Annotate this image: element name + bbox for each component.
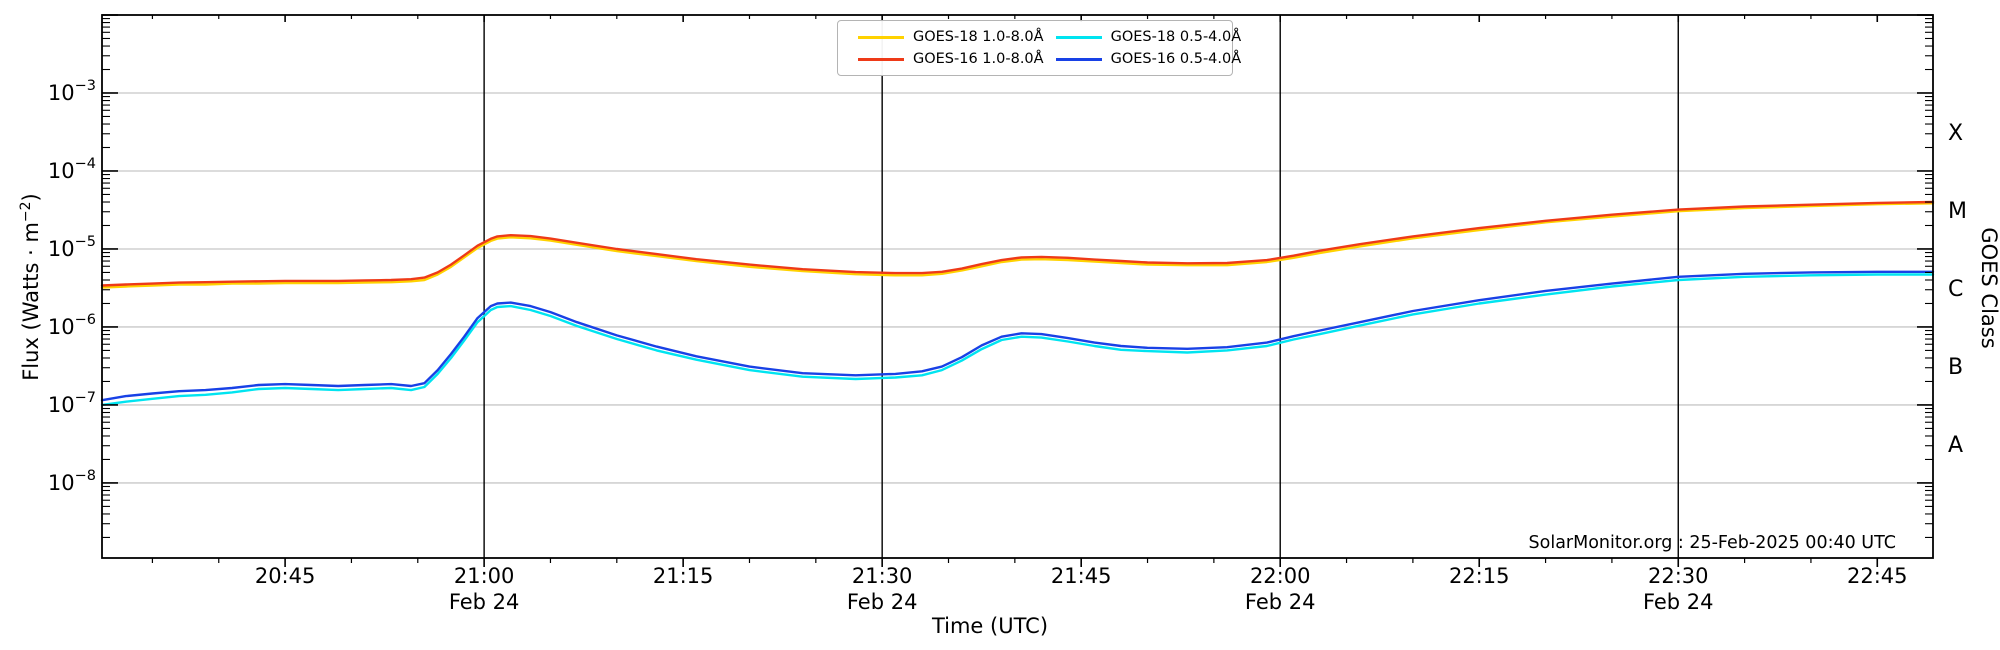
right-axis-title: GOES Class [1977, 227, 2000, 349]
y-tick-label: 10−3 [48, 78, 96, 105]
legend-label: GOES-16 0.5-4.0Å [1110, 51, 1242, 67]
legend-swatch-goes18-long [858, 35, 904, 39]
legend-swatch-goes16-short [1055, 57, 1102, 61]
x-tick-label: 21:00 [454, 564, 515, 588]
watermark-text: SolarMonitor.org : 25-Feb-2025 00:40 UTC [1528, 533, 1896, 553]
x-tick-sublabel: Feb 24 [1245, 590, 1316, 614]
y-tick-label: 10−5 [48, 234, 96, 261]
goes-class-label: X [1948, 121, 1963, 146]
y-axis-title: Flux (Watts · m−2) [18, 193, 43, 381]
x-axis-title: Time (UTC) [931, 614, 1049, 638]
legend-label: GOES-16 1.0-8.0Å [913, 51, 1044, 67]
x-tick-label: 22:15 [1449, 564, 1510, 588]
goes-class-label: C [1948, 277, 1963, 302]
series-GOES-16 1.0-8.0Å [100, 200, 1935, 287]
series-GOES-18 1.0-8.0Å [100, 202, 1935, 289]
x-tick-label: 21:15 [653, 564, 714, 588]
x-tick-label: 21:45 [1051, 564, 1112, 588]
x-tick-label: 22:30 [1648, 564, 1709, 588]
legend-swatch-goes16-long [858, 57, 904, 61]
goes-class-label: M [1948, 199, 1967, 224]
legend-item-goes16-short: GOES-16 0.5-4.0Å [1044, 51, 1242, 67]
goes-class-label: B [1948, 355, 1963, 380]
x-tick-label: 21:30 [852, 564, 913, 588]
y-tick-label: 10−4 [48, 156, 96, 183]
legend-box: GOES-18 1.0-8.0Å GOES-16 1.0-8.0Å GOES-1… [837, 20, 1241, 76]
legend-item-goes16-long: GOES-16 1.0-8.0Å [846, 51, 1044, 67]
y-tick-label: 10−8 [48, 468, 96, 495]
legend-label: GOES-18 1.0-8.0Å [913, 29, 1044, 45]
x-tick-sublabel: Feb 24 [1643, 590, 1714, 614]
x-tick-sublabel: Feb 24 [847, 590, 918, 614]
x-tick-sublabel: Feb 24 [449, 590, 520, 614]
x-tick-label: 22:45 [1847, 564, 1908, 588]
x-tick-label: 22:00 [1250, 564, 1311, 588]
series-GOES-18 0.5-4.0Å [100, 273, 1935, 407]
x-tick-label: 20:45 [255, 564, 316, 588]
plot-frame [101, 14, 1934, 559]
series-GOES-16 0.5-4.0Å [100, 270, 1935, 402]
legend-swatch-goes18-short [1055, 35, 1102, 39]
y-tick-label: 10−6 [48, 312, 96, 339]
legend-item-goes18-long: GOES-18 1.0-8.0Å [846, 29, 1044, 45]
y-tick-label: 10−7 [48, 390, 96, 417]
legend-item-goes18-short: GOES-18 0.5-4.0Å [1044, 29, 1242, 45]
goes-class-label: A [1948, 433, 1963, 458]
legend-label: GOES-18 0.5-4.0Å [1110, 29, 1242, 45]
